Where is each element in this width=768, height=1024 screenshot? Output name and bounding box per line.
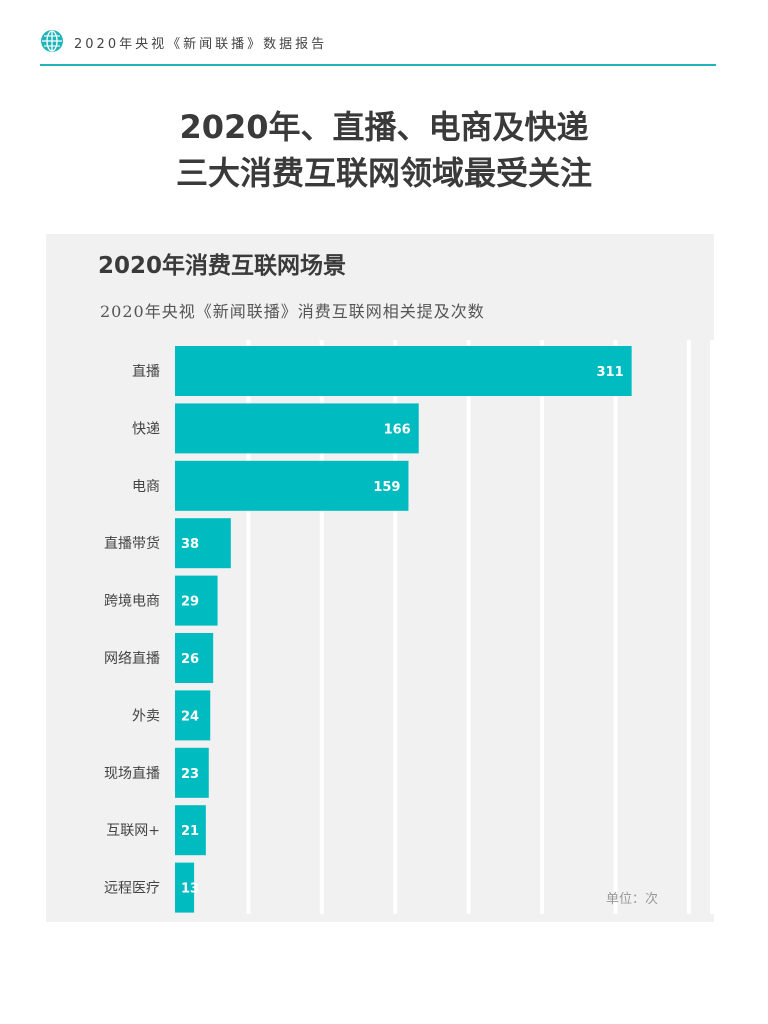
category-label: 电商 — [132, 479, 160, 495]
bar — [175, 633, 214, 683]
value-label: 13 — [181, 882, 199, 897]
bar-chart: 直播 311 快递 166 电商 159 直播带货 38 跨境电商 29 网络直播 26 外卖 24 现场直… — [104, 340, 714, 914]
bar — [175, 690, 211, 741]
page-headline: 2020年、直播、电商及快递 三大消费互联网领域最受关注 — [0, 104, 768, 196]
category-label: 远程医疗 — [104, 881, 160, 897]
value-label: 24 — [181, 709, 199, 724]
value-label: 159 — [373, 480, 400, 495]
value-label: 166 — [384, 422, 411, 437]
chart-subtitle: 2020年央视《新闻联播》消费互联网相关提及次数 — [100, 302, 485, 321]
value-label: 311 — [597, 365, 624, 380]
globe-icon — [41, 30, 63, 52]
category-label: 跨境电商 — [104, 594, 160, 610]
bar — [175, 460, 409, 511]
report-header: 2020年央视《新闻联播》数据报告 — [40, 28, 716, 66]
bar — [175, 805, 206, 856]
bar — [175, 862, 195, 913]
value-label: 21 — [181, 824, 199, 839]
category-label: 快递 — [132, 421, 160, 437]
category-label: 直播 — [132, 363, 160, 380]
chart-card: 直播 311 快递 166 电商 159 直播带货 38 跨境电商 29 网络直播 26 外卖 24 现场直… — [46, 234, 714, 922]
value-label: 26 — [181, 652, 199, 667]
headline-line-2: 三大消费互联网领域最受关注 — [175, 154, 592, 192]
report-header-title: 2020年央视《新闻联播》数据报告 — [74, 37, 328, 52]
category-label: 外卖 — [132, 708, 160, 724]
chart-title: 2020年消费互联网场景 — [98, 253, 347, 279]
headline-line-1: 2020年、直播、电商及快递 — [179, 108, 589, 146]
bar — [175, 403, 419, 454]
bar — [175, 747, 209, 798]
unit-note: 单位：次 — [606, 892, 659, 907]
category-label: 网络直播 — [104, 650, 160, 667]
category-label: 现场直播 — [104, 765, 160, 782]
value-label: 23 — [181, 767, 199, 782]
value-label: 38 — [181, 537, 199, 552]
category-label: 直播带货 — [104, 535, 160, 552]
bar — [175, 575, 218, 626]
value-label: 29 — [181, 595, 199, 610]
category-label: 互联网+ — [106, 823, 160, 839]
bar — [175, 518, 231, 569]
bar — [175, 346, 632, 396]
